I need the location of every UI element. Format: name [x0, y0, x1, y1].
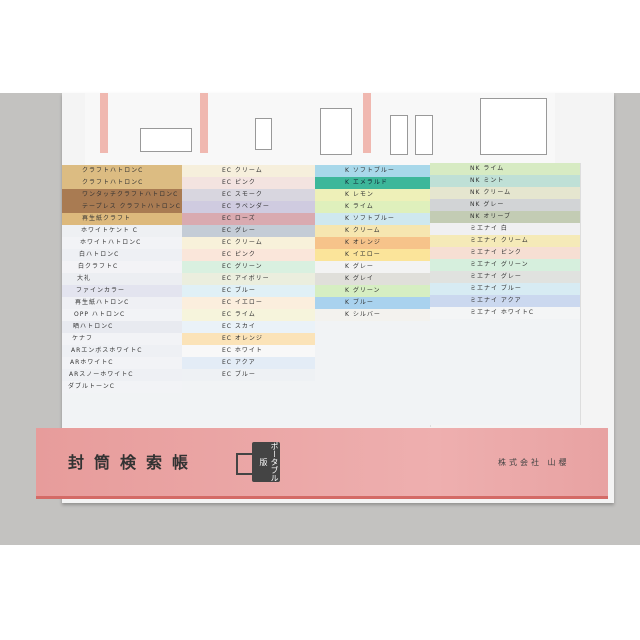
color-sample-strip: 晒ハトロンC [62, 321, 182, 333]
color-sample-strip: EC クリーム [182, 165, 315, 177]
color-sample-strip: ミエナイ 白 [430, 223, 580, 235]
color-sample-strip: EC ローズ [182, 213, 315, 225]
color-sample-strip: EC スカイ [182, 321, 315, 333]
color-sample-strip: K クリーム [315, 225, 430, 237]
guide-accent [100, 93, 108, 153]
sample-column-4: NK ライム NK ミント NK クリーム NK グレー NK オリーブ ミエナイ 白ミエ… [430, 163, 581, 425]
sample-column-3: K ソフトブルー K エメラルド K レモン K ライム K ソフトブルー K クリーム K… [315, 165, 431, 427]
color-sample-strip: ケナフ [62, 333, 182, 345]
company-name: 株式会社 山櫻 [498, 458, 570, 467]
guide-accent [363, 93, 371, 153]
envelope-diagram [255, 118, 272, 150]
guide-accent [200, 93, 208, 153]
color-sample-strip: ミエナイ ホワイトC [430, 307, 580, 319]
color-sample-strip: K シルバー [315, 309, 430, 321]
color-sample-strip: ダブルトーンC [62, 381, 182, 393]
color-sample-strip: NK ミント [430, 175, 580, 187]
color-sample-strip: NK ライム [430, 163, 580, 175]
color-sample-strip: 白クラフトC [62, 261, 182, 273]
color-sample-strip: K グレイ [315, 273, 430, 285]
color-sample-strip: K ソフトブルー [315, 213, 430, 225]
color-sample-strip: ワンタッチクラフトハトロンC [62, 189, 182, 201]
spec-table [480, 98, 547, 155]
color-sample-strip: ミエナイ ピンク [430, 247, 580, 259]
product-title: 封筒検索帳 [68, 453, 199, 472]
color-sample-strip: EC グレー [182, 225, 315, 237]
envelope-diagram [320, 108, 352, 155]
color-sample-strip: K エメラルド [315, 177, 430, 189]
color-sample-strip: クラフトハトロンC [62, 165, 182, 177]
color-sample-strip: NK クリーム [430, 187, 580, 199]
color-sample-strip: 再生紙ハトロンC [62, 297, 182, 309]
color-sample-strip: ミエナイ グレー [430, 271, 580, 283]
color-sample-strip: 白ハトロンC [62, 249, 182, 261]
color-sample-strip: K ブルー [315, 297, 430, 309]
color-sample-strip: EC ライム [182, 309, 315, 321]
bag-icon [236, 453, 252, 475]
color-sample-strip: EC オレンジ [182, 333, 315, 345]
color-sample-strip: ミエナイ クリーム [430, 235, 580, 247]
color-sample-strip: EC ブルー [182, 285, 315, 297]
cover-band [36, 428, 608, 499]
color-sample-strip: ARスノーホワイトC [62, 369, 182, 381]
color-sample-strip: EC アクア [182, 357, 315, 369]
color-sample-strip: K ライム [315, 201, 430, 213]
color-sample-strip: ミエナイ ブルー [430, 283, 580, 295]
color-sample-strip: EC ピンク [182, 177, 315, 189]
color-sample-strip: ホワイトハトロンC [62, 237, 182, 249]
color-sample-strip: K ソフトブルー [315, 165, 430, 177]
color-sample-strip: ファインカラー [62, 285, 182, 297]
color-sample-strip: EC ブルー [182, 369, 315, 381]
envelope-guide-sheet [85, 93, 555, 165]
color-sample-strip: NK オリーブ [430, 211, 580, 223]
portable-badge: ポータブル版 [252, 442, 280, 482]
color-sample-strip: NK グレー [430, 199, 580, 211]
color-sample-strip: K グレー [315, 261, 430, 273]
envelope-diagram [390, 115, 408, 155]
color-sample-strip: EC ピンク [182, 249, 315, 261]
color-sample-strip: EC クリーム [182, 237, 315, 249]
color-sample-strip: EC スモーク [182, 189, 315, 201]
color-sample-strip: ミエナイ アクア [430, 295, 580, 307]
color-sample-strip: 大礼 [62, 273, 182, 285]
color-sample-strip: OPP ハトロンC [62, 309, 182, 321]
color-sample-strip: ARエンボスホワイトC [62, 345, 182, 357]
sample-column-1: クラフトハトロンC クラフトハトロンC ワンタッチクラフトハトロンC テープレス クラ… [62, 165, 183, 427]
color-sample-strip: クラフトハトロンC [62, 177, 182, 189]
color-sample-strip: EC イエロー [182, 297, 315, 309]
envelope-diagram [140, 128, 192, 152]
color-sample-strip: EC ラベンダー [182, 201, 315, 213]
color-sample-strip: EC アイボリー [182, 273, 315, 285]
color-sample-strip: EC ホワイト [182, 345, 315, 357]
color-sample-strip: テープレス クラフトハトロンC [62, 201, 182, 213]
color-sample-strip: K レモン [315, 189, 430, 201]
sample-column-2: EC クリーム EC ピンク EC スモーク EC ラベンダー EC ローズ EC グレー… [182, 165, 316, 427]
color-sample-strip: EC グリーン [182, 261, 315, 273]
color-sample-strip: ARホワイトC [62, 357, 182, 369]
color-sample-strip: K グリーン [315, 285, 430, 297]
color-sample-strip: K イエロー [315, 249, 430, 261]
color-sample-strip: 再生紙クラフト [62, 213, 182, 225]
color-sample-strip: ホワイトケント C [62, 225, 182, 237]
color-sample-strip: K オレンジ [315, 237, 430, 249]
envelope-diagram [415, 115, 433, 155]
color-sample-strip: ミエナイ グリーン [430, 259, 580, 271]
